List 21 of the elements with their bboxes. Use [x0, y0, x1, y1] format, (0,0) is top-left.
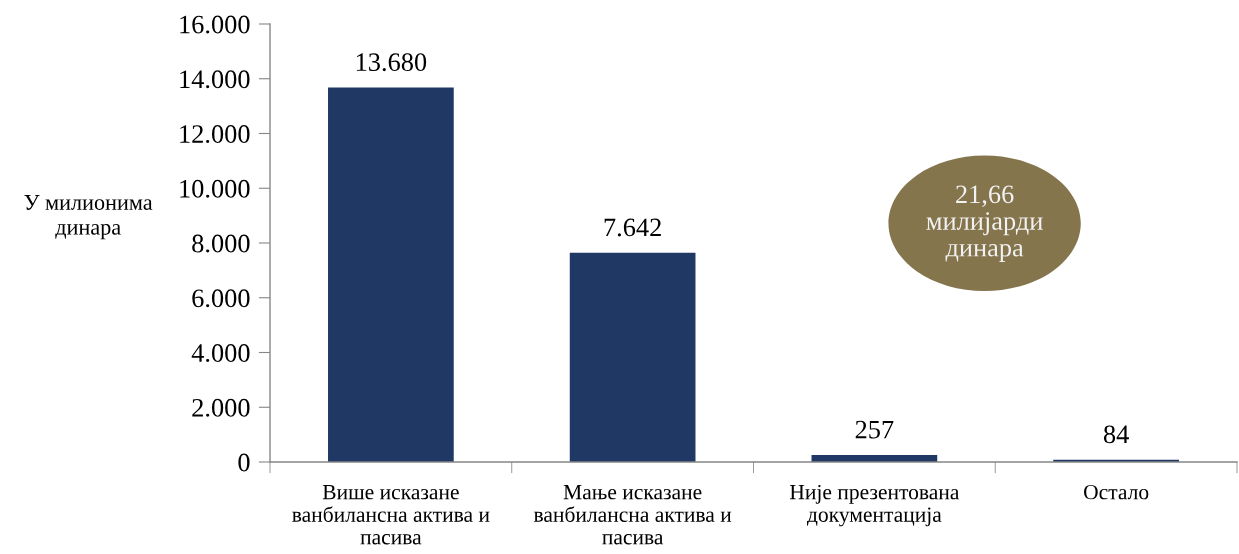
y-tick-label: 0 [238, 453, 250, 472]
x-tick-label: Мање исказане ванбилансна актива и пасива [533, 485, 732, 545]
y-tick-label: 8.000 [192, 234, 250, 253]
y-tick-label: 14.000 [180, 70, 250, 89]
data-label: 7.642 [604, 218, 661, 237]
bar [569, 252, 696, 462]
x-tick-label: Више исказане ванбилансна актива и пасива [292, 485, 490, 545]
bar [328, 87, 454, 462]
y-tick-label: 10.000 [180, 179, 250, 198]
annotation: 21,66 милијарди динара [926, 185, 1043, 262]
data-label: 13.680 [356, 53, 427, 72]
y-tick-label: 2.000 [192, 398, 250, 417]
y-tick-label: 12.000 [180, 125, 250, 144]
data-label: 84 [1103, 425, 1129, 444]
y-axis-title: У милионима динара [24, 195, 153, 240]
x-tick-label: Остало [1083, 484, 1149, 500]
y-tick-label: 6.000 [192, 289, 250, 308]
y-tick-label: 16.000 [180, 15, 250, 34]
data-label: 257 [855, 420, 894, 439]
y-tick-label: 4.000 [191, 344, 250, 363]
x-tick-label: Није презентована документација [789, 484, 960, 527]
